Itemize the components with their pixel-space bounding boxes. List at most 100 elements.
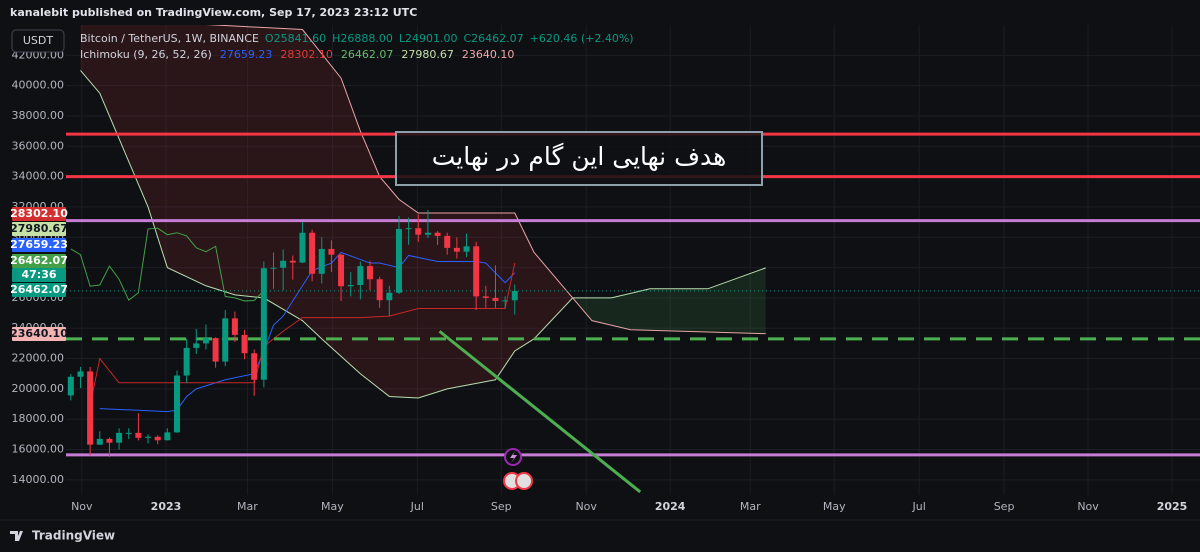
y-tick-label: 22000.00 [12,352,65,365]
candle-body [164,432,171,441]
ohlc-value: H26888.00 [332,32,393,45]
currency: USDT [23,34,54,47]
candle-body [212,338,219,362]
candle-body [145,436,152,438]
event-bolt [510,451,517,463]
candle-body [96,438,103,445]
candle-body [424,232,431,235]
candle-body [299,232,306,263]
candle-body [222,318,229,362]
candle-body [289,260,296,263]
candle-body [125,432,132,434]
candle-body [473,246,480,297]
x-tick-label: Mar [740,500,761,513]
candle-body [260,268,267,380]
indicator-value: 28302.10 [280,48,333,61]
y-tick-label: 36000.00 [12,139,65,152]
candle-body [415,228,422,235]
candle-body [328,248,335,255]
indicator-value: 23640.10 [462,48,515,61]
x-tick-label: 2025 [1157,500,1188,513]
price-label-box [12,207,66,221]
candle-body [492,297,499,301]
indicator-name: Ichimoku (9, 26, 52, 26) [80,48,212,61]
indicator-value: 27659.23 [220,48,273,61]
price-label: 26462.07 [10,283,68,296]
candle-body [231,318,238,335]
candle-body [77,371,84,377]
candle-body [183,347,190,376]
symbol: Bitcoin / TetherUS, 1W, BINANCE [80,32,259,45]
x-tick-label: May [321,500,344,513]
price-label-box [12,254,66,268]
x-tick-label: Mar [237,500,258,513]
trend-line [438,330,642,494]
price-label-box [12,283,66,297]
span-b-line [206,25,766,335]
candle-body [453,247,460,252]
header: kanalebit published on TradingView.com, … [10,6,417,19]
candle-body [463,246,470,252]
ohlc-value: L24901.00 [399,32,458,45]
cloud-fill-up [80,70,766,398]
x-tick-label: 2024 [655,500,686,513]
candle-body [270,267,277,269]
y-tick-label: 40000.00 [12,79,65,92]
flag-icon[interactable] [515,472,533,490]
x-tick-label: Sep [491,500,512,513]
price-label-box [12,327,66,341]
price-label: 27980.67 [10,222,68,235]
candle-body [405,228,412,230]
candle-body [318,248,325,274]
price-label-box [12,238,66,252]
indicator-line [89,262,516,406]
indicator-line [70,227,265,302]
y-tick-label: 20000.00 [12,382,65,395]
ohlc-value: +620.46 (+2.40%) [530,32,634,45]
candle-body [357,266,364,286]
y-tick-label: 38000.00 [12,109,65,122]
candle-body [241,334,248,354]
logo [10,531,23,541]
candle-body [502,300,509,302]
overlay: هدف نهایی این گام در نهایت USDT Bitcoin … [10,29,763,490]
candle-body [67,376,74,396]
x-tick-label: Nov [71,500,93,513]
span-a-line [80,70,766,399]
footer: TradingView [32,529,115,543]
indicator-value: 27980.67 [401,48,454,61]
candle-body [338,254,345,287]
candle-body [154,436,161,441]
annotation-box [395,131,763,186]
candle-body [106,438,113,443]
candle-body [280,260,287,268]
price-label: 27659.23 [10,238,68,251]
x-tick-label: Jul [410,500,424,513]
x-tick-label: May [823,500,846,513]
x-tick-label: 2023 [151,500,182,513]
candle-body [444,235,451,248]
indicator-legend: Ichimoku (9, 26, 52, 26) 27659.23 28302.10… [80,48,514,61]
x-tick-label: Sep [994,500,1015,513]
x-tick-label: Nov [1077,500,1099,513]
candle-body [386,292,393,301]
candle-body [309,232,316,274]
candle-body [367,266,374,280]
price-label: 47:36 [21,268,56,281]
candle-body [511,290,518,301]
candle-body [135,432,142,438]
price-label-box [12,268,66,282]
indicator-value: 26462.07 [341,48,394,61]
annotation: هدف نهایی این گام در نهایت [432,142,727,172]
price-label: 23640.10 [10,327,68,340]
price-label: 26462.07 [10,254,68,267]
y-tick-label: 16000.00 [12,443,65,456]
ohlc-value: O25841.60 [265,32,326,45]
candle-body [434,232,441,236]
y-tick-label: 34000.00 [12,170,65,183]
candle-body [395,228,402,293]
candle-body [173,375,180,433]
currency-button[interactable] [11,29,65,53]
cloud-fill-down [80,25,766,398]
